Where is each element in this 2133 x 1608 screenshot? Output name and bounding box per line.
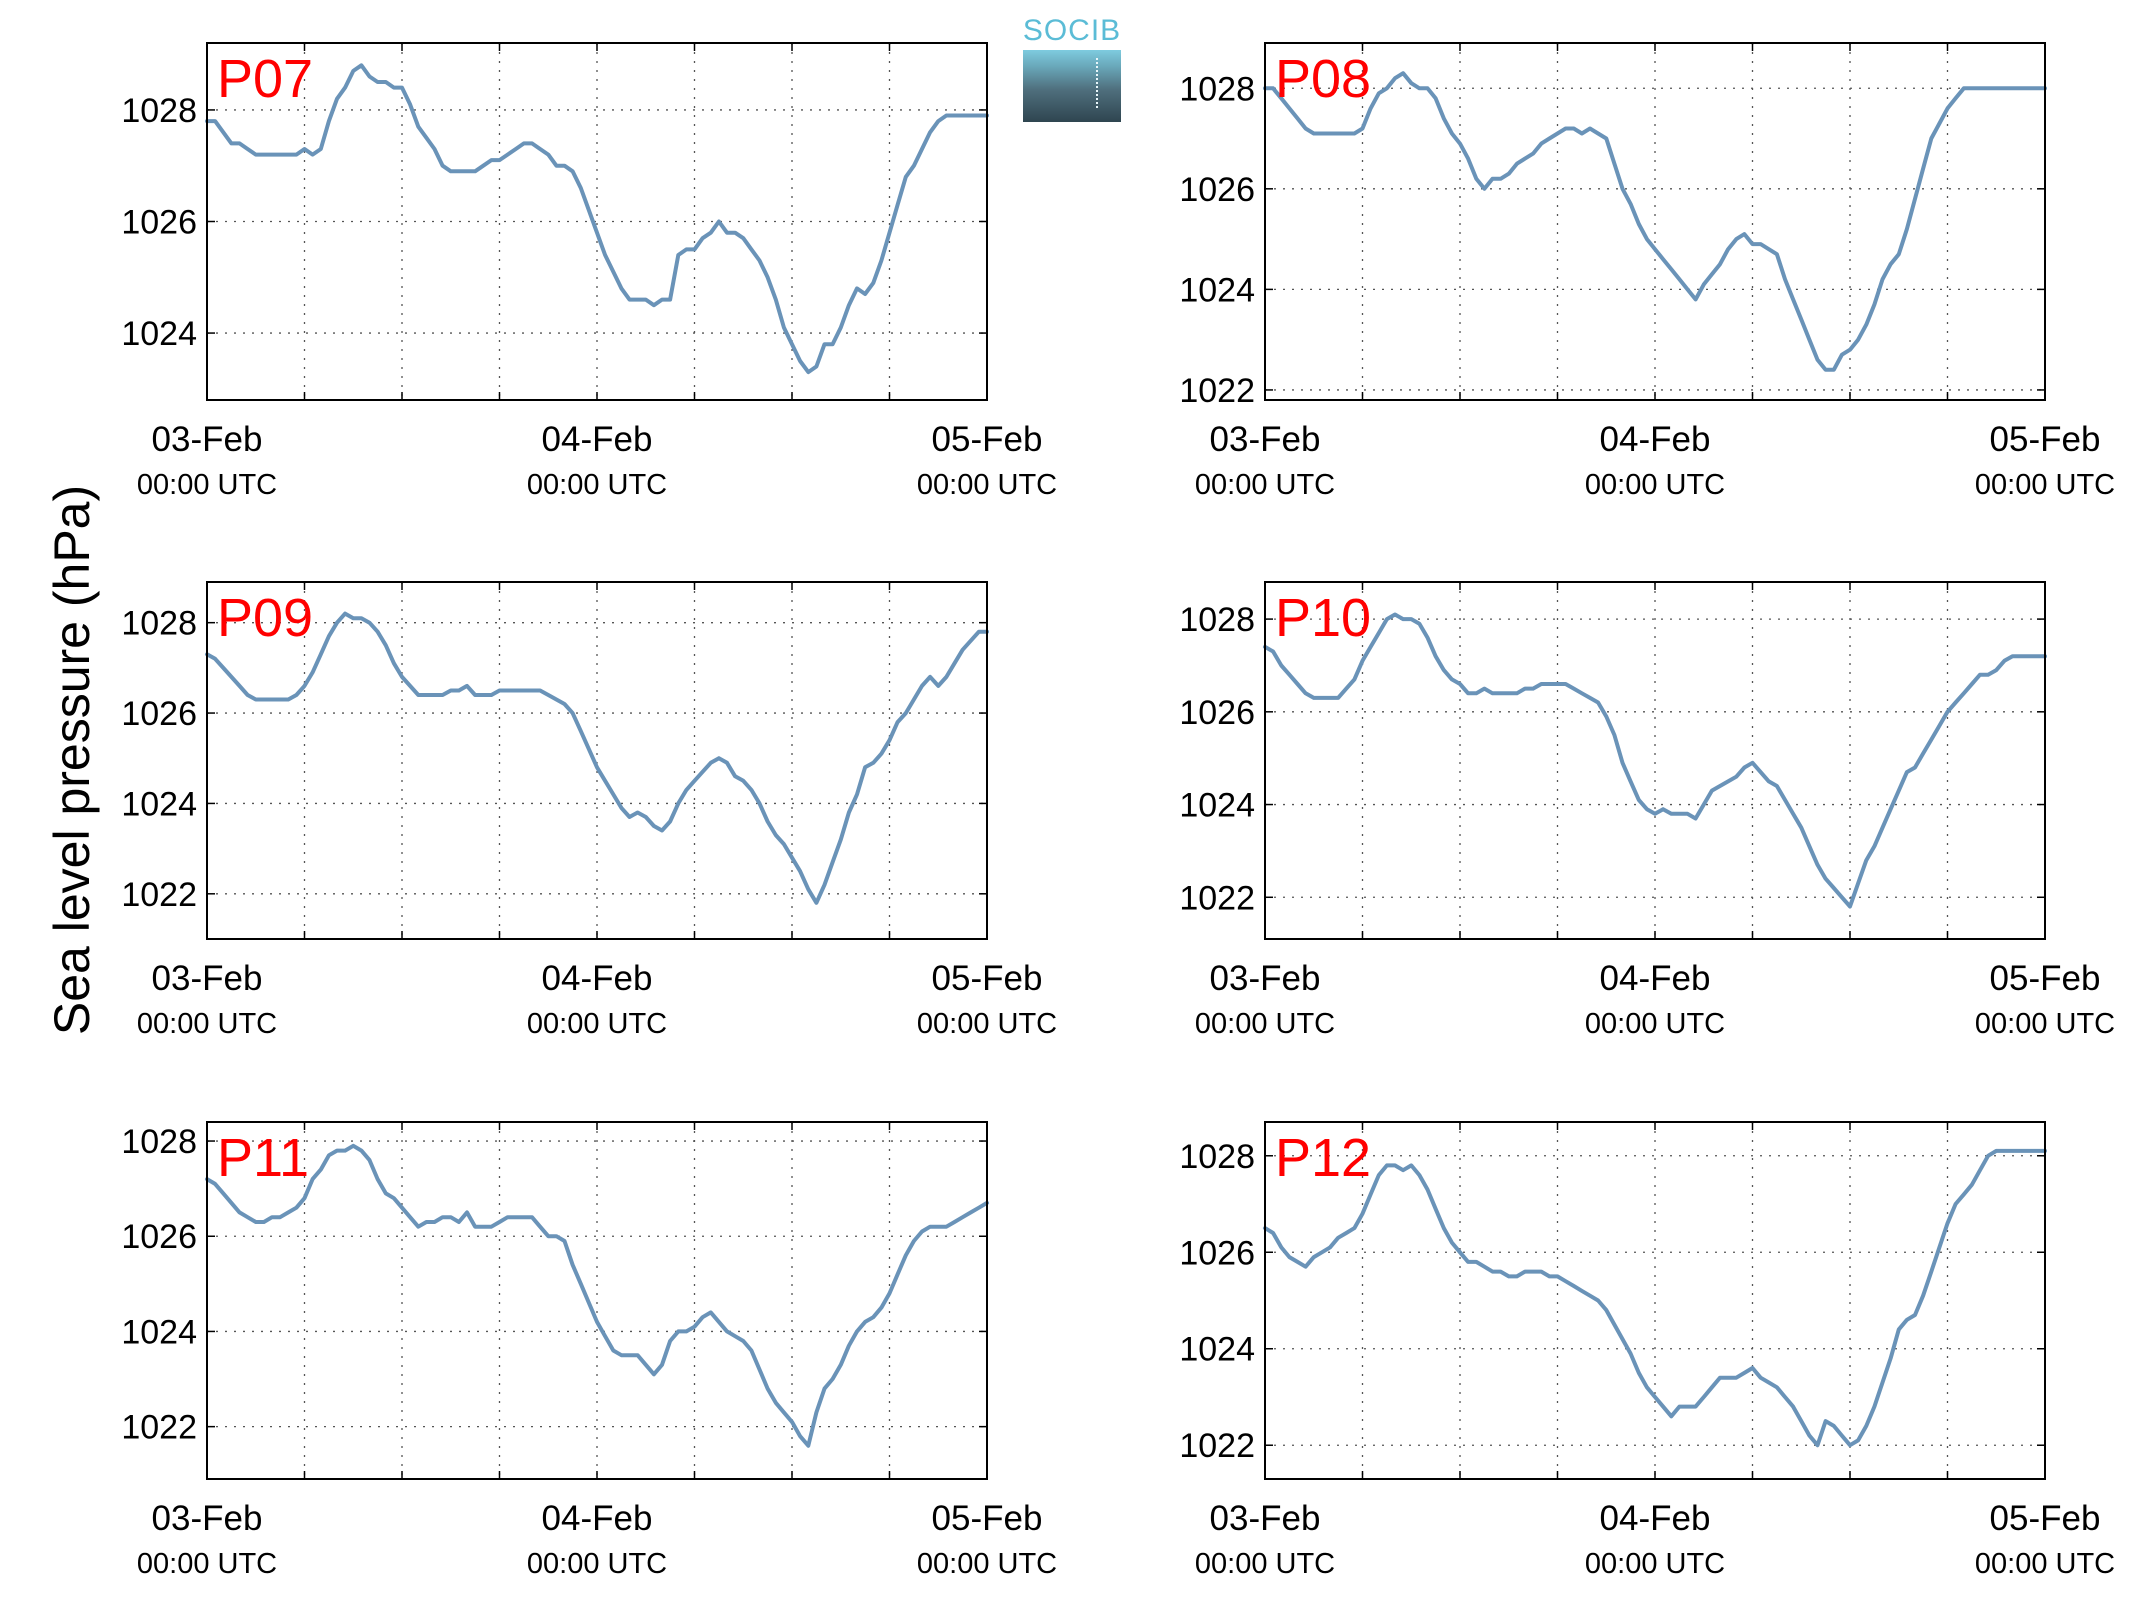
x-tick-label: 03-Feb — [1210, 959, 1321, 998]
y-tick-label: 1028 — [1179, 601, 1255, 639]
x-tick-label: 04-Feb — [1600, 420, 1711, 459]
x-tick-sublabel: 00:00 UTC — [527, 1008, 667, 1040]
x-tick-label: 04-Feb — [542, 1499, 653, 1538]
y-tick-label: 1028 — [121, 92, 197, 130]
plot-frame — [206, 581, 988, 940]
x-tick-sublabel: 00:00 UTC — [917, 1008, 1057, 1040]
plot-background — [207, 582, 987, 939]
x-tick-sublabel: 00:00 UTC — [1195, 1548, 1335, 1580]
y-tick-label: 1028 — [121, 605, 197, 643]
x-tick-label: 04-Feb — [542, 420, 653, 459]
chart-panel-p09: 1022 1024 1026 1028 03-Feb 00:00 UTC 04-Feb 00:… — [121, 581, 1057, 1040]
x-tick-label: 04-Feb — [1600, 959, 1711, 998]
plot-frame — [206, 1121, 988, 1480]
x-tick-label: 03-Feb — [1210, 1499, 1321, 1538]
logo-text: SOCIB — [1022, 14, 1122, 47]
y-tick-label: 1024 — [121, 1313, 197, 1351]
x-tick-sublabel: 00:00 UTC — [137, 1008, 277, 1040]
plot-frame — [1264, 581, 2046, 940]
x-tick-sublabel: 00:00 UTC — [1195, 469, 1335, 501]
x-tick-label: 05-Feb — [1990, 420, 2101, 459]
pressure-series-line — [205, 611, 989, 905]
plot-background — [1265, 582, 2045, 939]
panel-label: P08 — [1275, 49, 1371, 109]
x-tick-sublabel: 00:00 UTC — [1585, 469, 1725, 501]
y-tick-label: 1022 — [1179, 372, 1255, 410]
x-tick-label: 05-Feb — [1990, 1499, 2101, 1538]
y-tick-label: 1022 — [1179, 1427, 1255, 1465]
plot-frame — [1264, 1121, 2046, 1480]
plot-background — [1265, 43, 2045, 400]
y-tick-label: 1028 — [1179, 1138, 1255, 1176]
pressure-series-line — [205, 1143, 989, 1448]
x-tick-label: 05-Feb — [932, 959, 1043, 998]
x-tick-label: 05-Feb — [932, 1499, 1043, 1538]
x-tick-label: 03-Feb — [152, 420, 263, 459]
y-tick-label: 1024 — [1179, 1331, 1255, 1369]
x-tick-sublabel: 00:00 UTC — [527, 469, 667, 501]
x-tick-label: 03-Feb — [152, 959, 263, 998]
chart-panel-p12: 1022 1024 1026 1028 03-Feb 00:00 UTC 04-Feb 00:… — [1179, 1121, 2115, 1580]
pressure-series-line — [1263, 1148, 2047, 1448]
pressure-series-line — [1263, 71, 2047, 372]
y-tick-label: 1024 — [1179, 271, 1255, 309]
x-tick-sublabel: 00:00 UTC — [1975, 1008, 2115, 1040]
chart-panel-p11: 1022 1024 1026 1028 03-Feb 00:00 UTC 04-Feb 00:… — [121, 1121, 1057, 1580]
panel-label: P10 — [1275, 588, 1371, 648]
pressure-series-line — [205, 63, 989, 375]
y-tick-label: 1024 — [1179, 787, 1255, 825]
plot-background — [207, 1122, 987, 1479]
x-tick-sublabel: 00:00 UTC — [1975, 1548, 2115, 1580]
x-tick-label: 03-Feb — [152, 1499, 263, 1538]
chart-panel-p08: 1022 1024 1026 1028 03-Feb 00:00 UTC 04-Feb 00:… — [1179, 42, 2115, 501]
x-tick-sublabel: 00:00 UTC — [917, 469, 1057, 501]
y-tick-label: 1028 — [1179, 70, 1255, 108]
x-tick-sublabel: 00:00 UTC — [1585, 1008, 1725, 1040]
panel-label: P07 — [217, 49, 313, 109]
y-tick-label: 1022 — [121, 1409, 197, 1447]
y-tick-label: 1026 — [121, 204, 197, 242]
x-tick-label: 05-Feb — [932, 420, 1043, 459]
y-tick-label: 1022 — [121, 876, 197, 914]
x-tick-label: 03-Feb — [1210, 420, 1321, 459]
y-tick-label: 1022 — [1179, 879, 1255, 917]
y-tick-label: 1024 — [121, 315, 197, 353]
x-tick-sublabel: 00:00 UTC — [527, 1548, 667, 1580]
pressure-series-line — [1263, 612, 2047, 909]
panel-label: P11 — [217, 1128, 309, 1188]
plot-background — [1265, 1122, 2045, 1479]
x-tick-sublabel: 00:00 UTC — [1975, 469, 2115, 501]
panel-label: P12 — [1275, 1128, 1371, 1188]
x-tick-label: 05-Feb — [1990, 959, 2101, 998]
y-tick-label: 1026 — [121, 695, 197, 733]
x-tick-sublabel: 00:00 UTC — [137, 469, 277, 501]
x-tick-sublabel: 00:00 UTC — [1195, 1008, 1335, 1040]
x-tick-sublabel: 00:00 UTC — [917, 1548, 1057, 1580]
logo-dotted-line — [1096, 58, 1098, 108]
x-tick-sublabel: 00:00 UTC — [1585, 1548, 1725, 1580]
y-tick-label: 1026 — [1179, 1234, 1255, 1272]
y-tick-label: 1026 — [1179, 694, 1255, 732]
x-tick-sublabel: 00:00 UTC — [137, 1548, 277, 1580]
chart-panel-p07: 1024 1026 1028 03-Feb 00:00 UTC 04-Feb 00:00 U… — [121, 42, 1057, 501]
x-tick-label: 04-Feb — [542, 959, 653, 998]
plot-frame — [206, 42, 988, 401]
plot-frame — [1264, 42, 2046, 401]
y-tick-label: 1026 — [1179, 171, 1255, 209]
y-tick-label: 1026 — [121, 1218, 197, 1256]
y-tick-label: 1024 — [121, 785, 197, 823]
x-tick-label: 04-Feb — [1600, 1499, 1711, 1538]
chart-panel-p10: 1022 1024 1026 1028 03-Feb 00:00 UTC 04-Feb 00:… — [1179, 581, 2115, 1040]
y-tick-label: 1028 — [121, 1123, 197, 1161]
logo-graphic — [1023, 50, 1121, 122]
socib-logo: SOCIB — [1022, 14, 1122, 122]
panel-label: P09 — [217, 588, 313, 648]
